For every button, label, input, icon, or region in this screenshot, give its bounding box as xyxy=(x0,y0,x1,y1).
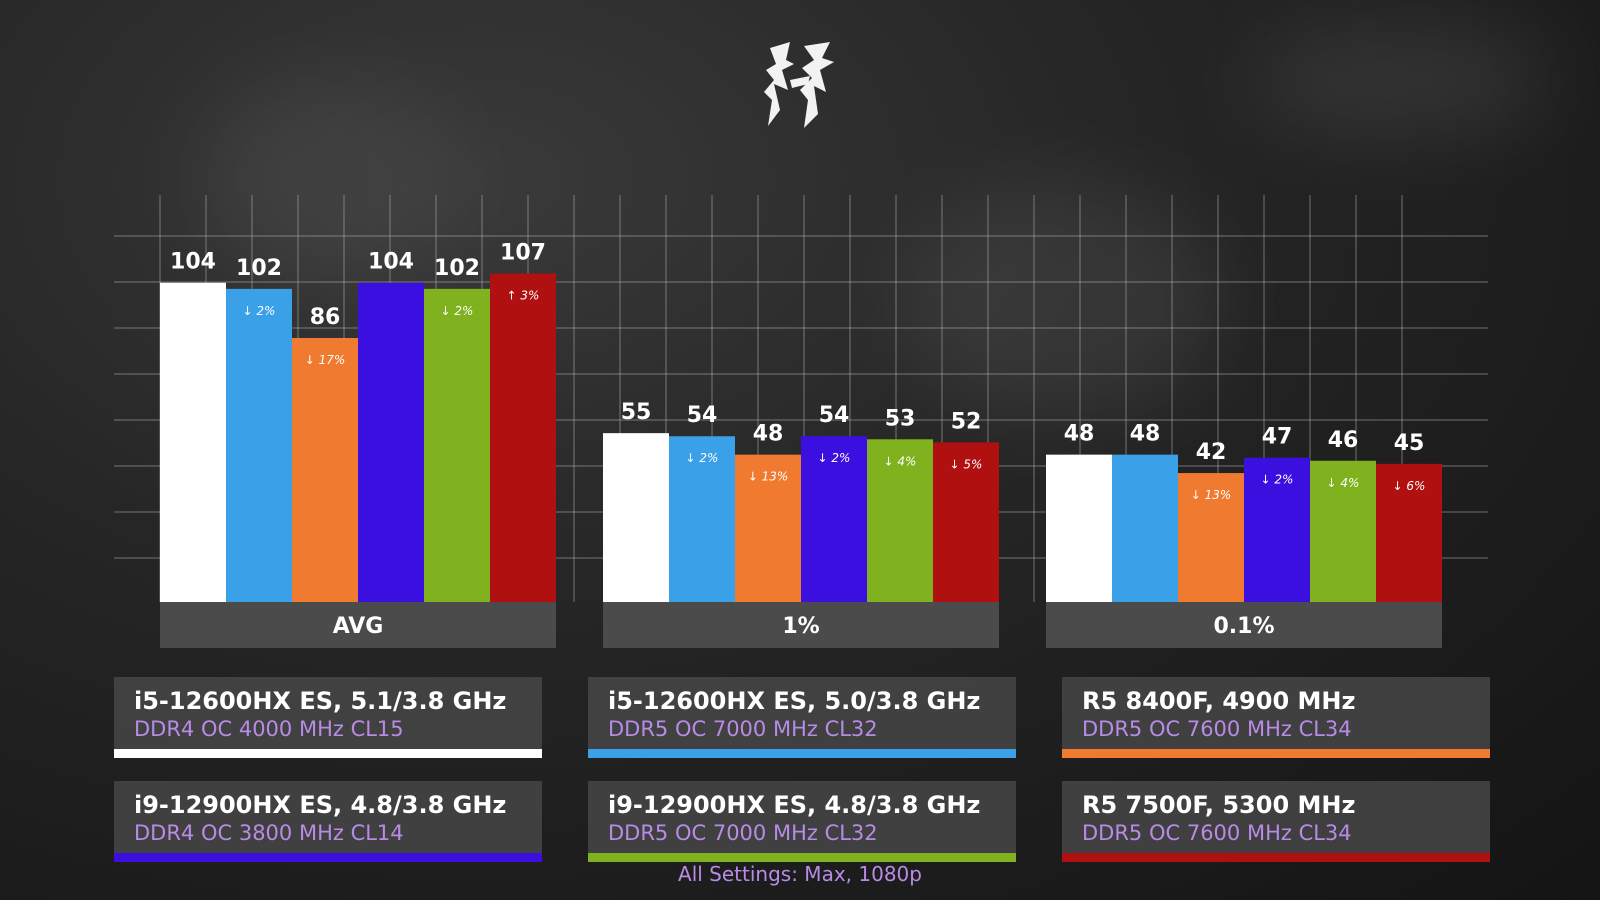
legend-cpu-label: i9-12900HX ES, 4.8/3.8 GHz xyxy=(608,791,981,819)
background-blur xyxy=(900,180,1220,420)
bar xyxy=(226,288,292,602)
bar xyxy=(1376,463,1442,602)
background-blur xyxy=(200,80,460,280)
legend-color-swatch xyxy=(588,749,1016,758)
change-label: ↓ 17% xyxy=(305,353,346,367)
legend-memory-label: DDR5 OC 7000 MHz CL32 xyxy=(608,717,878,741)
legend-cpu-label: R5 7500F, 5300 MHz xyxy=(1082,791,1356,819)
legend-item: R5 7500F, 5300 MHz DDR5 OC 7600 MHz CL34 xyxy=(1062,781,1490,862)
category-band xyxy=(1046,602,1442,648)
bar xyxy=(1310,460,1376,602)
bar xyxy=(669,436,735,602)
change-label: ↓ 5% xyxy=(950,457,983,471)
data-label: 55 xyxy=(621,400,652,425)
bar xyxy=(1244,457,1310,602)
data-label: 102 xyxy=(236,256,282,281)
bar xyxy=(292,337,358,602)
change-label: ↓ 2% xyxy=(686,451,719,465)
bar xyxy=(933,442,999,602)
change-label: ↓ 4% xyxy=(1327,476,1360,490)
bar xyxy=(1178,473,1244,602)
legend-cpu-label: i5-12600HX ES, 5.1/3.8 GHz xyxy=(134,687,507,715)
category-band xyxy=(160,602,556,648)
data-label: 45 xyxy=(1394,431,1425,456)
legend-color-swatch xyxy=(114,749,542,758)
legend-memory-label: DDR5 OC 7600 MHz CL34 xyxy=(1082,717,1352,741)
legend-color-swatch xyxy=(1062,853,1490,862)
legend-memory-label: DDR5 OC 7000 MHz CL32 xyxy=(608,821,878,845)
legend-item: R5 8400F, 4900 MHz DDR5 OC 7600 MHz CL34 xyxy=(1062,677,1490,758)
change-label: ↓ 2% xyxy=(243,304,276,318)
data-label: 54 xyxy=(687,403,718,428)
brand-logo xyxy=(764,42,834,128)
change-label: ↓ 2% xyxy=(1261,473,1294,487)
bar xyxy=(160,282,226,602)
legend-item: i9-12900HX ES, 4.8/3.8 GHz DDR5 OC 7000 … xyxy=(588,781,1016,862)
legend-cpu-label: i9-12900HX ES, 4.8/3.8 GHz xyxy=(134,791,507,819)
bar xyxy=(1112,454,1178,602)
data-label: 48 xyxy=(1064,422,1095,447)
change-label: ↓ 4% xyxy=(884,454,917,468)
bar xyxy=(358,282,424,602)
background-blur xyxy=(1250,20,1550,140)
bar xyxy=(867,439,933,602)
legend-item: i5-12600HX ES, 5.0/3.8 GHz DDR5 OC 7000 … xyxy=(588,677,1016,758)
legend-cpu-label: R5 8400F, 4900 MHz xyxy=(1082,687,1356,715)
legend-item: i9-12900HX ES, 4.8/3.8 GHz DDR4 OC 3800 … xyxy=(114,781,542,862)
bar-group: 48 48 42 ↓ 13% 47 ↓ 2% 46 ↓ 4% 45 ↓ 6% 0.1% xyxy=(1046,422,1442,648)
data-label: 107 xyxy=(500,241,546,266)
bar xyxy=(1046,454,1112,602)
bar xyxy=(603,433,669,602)
data-label: 102 xyxy=(434,256,480,281)
data-label: 86 xyxy=(310,305,341,330)
change-label: ↓ 13% xyxy=(748,470,789,484)
settings-footnote: All Settings: Max, 1080p xyxy=(678,862,922,886)
legend-color-swatch xyxy=(588,853,1016,862)
legend-memory-label: DDR4 OC 4000 MHz CL15 xyxy=(134,717,404,741)
category-label: 0.1% xyxy=(1213,614,1274,639)
legend-memory-label: DDR5 OC 7600 MHz CL34 xyxy=(1082,821,1352,845)
legend-color-swatch xyxy=(114,853,542,862)
bar xyxy=(735,454,801,602)
change-label: ↓ 2% xyxy=(441,304,474,318)
data-label: 54 xyxy=(819,403,850,428)
change-label: ↑ 3% xyxy=(507,289,540,303)
bar xyxy=(424,288,490,602)
change-label: ↓ 2% xyxy=(818,451,851,465)
change-label: ↓ 13% xyxy=(1191,488,1232,502)
data-label: 42 xyxy=(1196,440,1227,465)
bar xyxy=(490,273,556,602)
legend-memory-label: DDR4 OC 3800 MHz CL14 xyxy=(134,821,404,845)
data-label: 46 xyxy=(1328,428,1359,453)
data-label: 48 xyxy=(1130,422,1161,447)
category-band xyxy=(603,602,999,648)
data-label: 104 xyxy=(170,250,216,275)
data-label: 48 xyxy=(753,422,784,447)
change-label: ↓ 6% xyxy=(1393,479,1426,493)
category-label: AVG xyxy=(333,614,384,639)
data-label: 47 xyxy=(1262,425,1293,450)
legend-color-swatch xyxy=(1062,749,1490,758)
bar-group: 104 102 ↓ 2% 86 ↓ 17% 104 102 ↓ 2% 107 ↑ 3% AVG xyxy=(160,241,556,648)
legend-cpu-label: i5-12600HX ES, 5.0/3.8 GHz xyxy=(608,687,981,715)
bar-group: 55 54 ↓ 2% 48 ↓ 13% 54 ↓ 2% 53 ↓ 4% 52 ↓ 5% 1% xyxy=(603,400,999,648)
category-label: 1% xyxy=(782,614,819,639)
data-label: 52 xyxy=(951,409,982,434)
data-label: 104 xyxy=(368,250,414,275)
legend-item: i5-12600HX ES, 5.1/3.8 GHz DDR4 OC 4000 … xyxy=(114,677,542,758)
data-label: 53 xyxy=(885,406,916,431)
bar xyxy=(801,436,867,602)
